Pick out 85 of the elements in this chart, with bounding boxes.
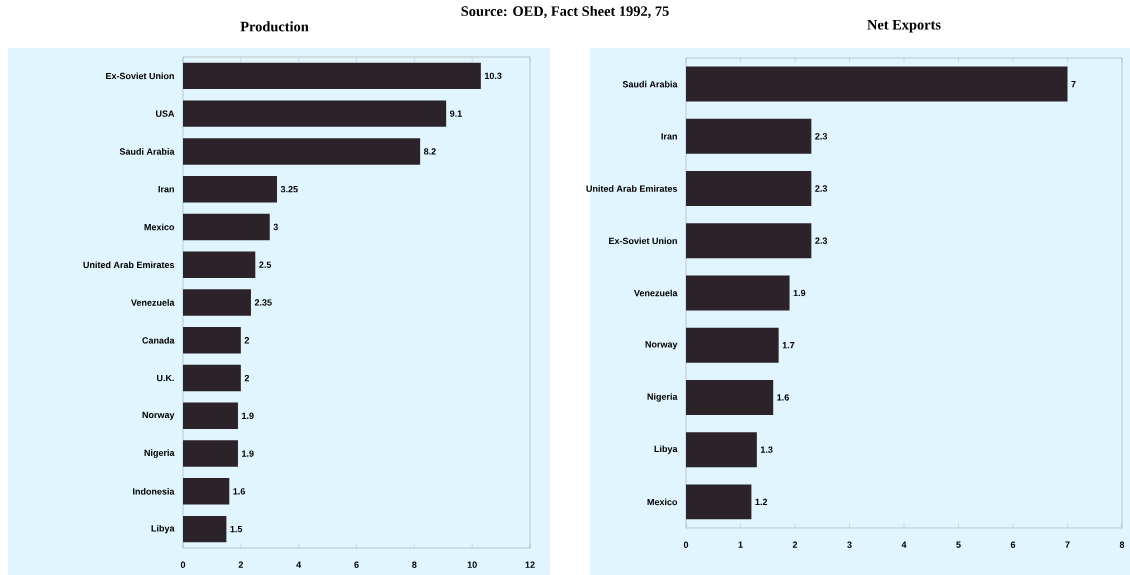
y-tick-label: Norway bbox=[142, 411, 175, 420]
x-tick-label: 1 bbox=[738, 541, 743, 548]
x-tick-label: 7 bbox=[1065, 541, 1070, 548]
source-note: Source: OED, Fact Sheet 1992, 75 bbox=[461, 5, 669, 19]
x-tick-label: 8 bbox=[1119, 541, 1125, 548]
x-tick-label: 4 bbox=[296, 561, 302, 568]
data-label: 2.3 bbox=[815, 133, 828, 140]
x-tick-label: 3 bbox=[847, 541, 852, 548]
y-tick-label: Ex-Soviet Union bbox=[609, 237, 677, 245]
data-label: 9.1 bbox=[449, 110, 462, 117]
bar bbox=[183, 100, 447, 127]
chart-title: Production bbox=[240, 21, 309, 32]
y-tick-label: Canada bbox=[142, 336, 175, 344]
bar bbox=[686, 484, 752, 520]
data-label: 1.9 bbox=[242, 412, 254, 419]
y-tick-label: Mexico bbox=[144, 223, 175, 231]
bar bbox=[686, 379, 774, 415]
data-label: 3 bbox=[273, 223, 278, 231]
bar bbox=[183, 62, 481, 90]
bar bbox=[686, 327, 779, 363]
data-label: 2.5 bbox=[259, 261, 272, 268]
bar bbox=[686, 171, 812, 207]
y-tick-label: Iran bbox=[158, 186, 174, 193]
y-tick-label: Venezuela bbox=[131, 299, 175, 306]
y-tick-label: Norway bbox=[645, 341, 678, 350]
data-label: 2 bbox=[244, 374, 250, 382]
y-tick-label: United Arab Emirates bbox=[586, 185, 678, 192]
y-tick-label: Ex-Soviet Union bbox=[106, 72, 174, 80]
data-label: 1.9 bbox=[242, 450, 254, 457]
y-tick-label: Nigeria bbox=[144, 449, 175, 458]
chart-title: Net Exports bbox=[867, 19, 941, 33]
bar bbox=[686, 275, 790, 311]
data-label: 1.9 bbox=[793, 289, 806, 297]
x-tick-label: 12 bbox=[525, 561, 535, 568]
y-tick-label: Venezuela bbox=[634, 289, 678, 297]
x-tick-label: 4 bbox=[901, 541, 907, 548]
y-tick-label: U.K. bbox=[157, 374, 174, 382]
y-tick-label: Libya bbox=[654, 445, 678, 454]
bar bbox=[183, 175, 277, 203]
data-label: 2.35 bbox=[254, 299, 272, 306]
bar bbox=[183, 251, 256, 278]
bar bbox=[183, 138, 421, 165]
bar bbox=[183, 327, 241, 354]
bar bbox=[183, 364, 241, 392]
data-label: 1.5 bbox=[230, 525, 243, 533]
x-tick-label: 5 bbox=[956, 541, 961, 548]
y-tick-label: Saudi Arabia bbox=[622, 80, 678, 88]
y-tick-label: United Arab Emirates bbox=[83, 261, 175, 269]
x-tick-label: 10 bbox=[467, 561, 477, 568]
y-tick-label: Nigeria bbox=[647, 393, 678, 402]
data-label: 1.2 bbox=[755, 498, 768, 506]
bar bbox=[183, 478, 230, 505]
x-tick-label: 2 bbox=[792, 541, 798, 548]
data-label: 1.6 bbox=[233, 488, 245, 495]
bar bbox=[183, 440, 238, 467]
bar bbox=[686, 432, 757, 468]
data-label: 2.3 bbox=[815, 185, 828, 192]
x-tick-label: 0 bbox=[180, 561, 186, 568]
y-tick-label: Iran bbox=[661, 133, 677, 140]
y-tick-label: Indonesia bbox=[133, 488, 175, 495]
bar bbox=[686, 118, 812, 154]
data-label: 1.6 bbox=[777, 394, 789, 401]
data-label: 2.3 bbox=[815, 237, 828, 244]
x-tick-label: 0 bbox=[683, 541, 689, 548]
data-label: 10.3 bbox=[484, 72, 502, 80]
bar bbox=[183, 515, 227, 543]
data-label: 2 bbox=[244, 337, 250, 344]
data-label: 7 bbox=[1071, 81, 1076, 88]
bar bbox=[183, 289, 251, 316]
data-label: 1.7 bbox=[782, 342, 795, 349]
bar bbox=[686, 66, 1068, 102]
x-tick-label: 6 bbox=[1010, 541, 1016, 548]
y-tick-label: Saudi Arabia bbox=[119, 148, 175, 155]
bar bbox=[183, 213, 270, 241]
y-tick-label: USA bbox=[156, 110, 175, 117]
data-label: 8.2 bbox=[423, 148, 436, 155]
data-label: 1.3 bbox=[760, 446, 773, 453]
x-tick-label: 6 bbox=[354, 561, 359, 568]
y-tick-label: Mexico bbox=[647, 498, 678, 506]
bar bbox=[183, 402, 238, 430]
y-tick-label: Libya bbox=[151, 524, 175, 534]
x-tick-label: 8 bbox=[412, 561, 417, 568]
data-label: 3.25 bbox=[280, 185, 298, 193]
bar bbox=[686, 223, 812, 259]
x-tick-label: 2 bbox=[238, 561, 243, 568]
